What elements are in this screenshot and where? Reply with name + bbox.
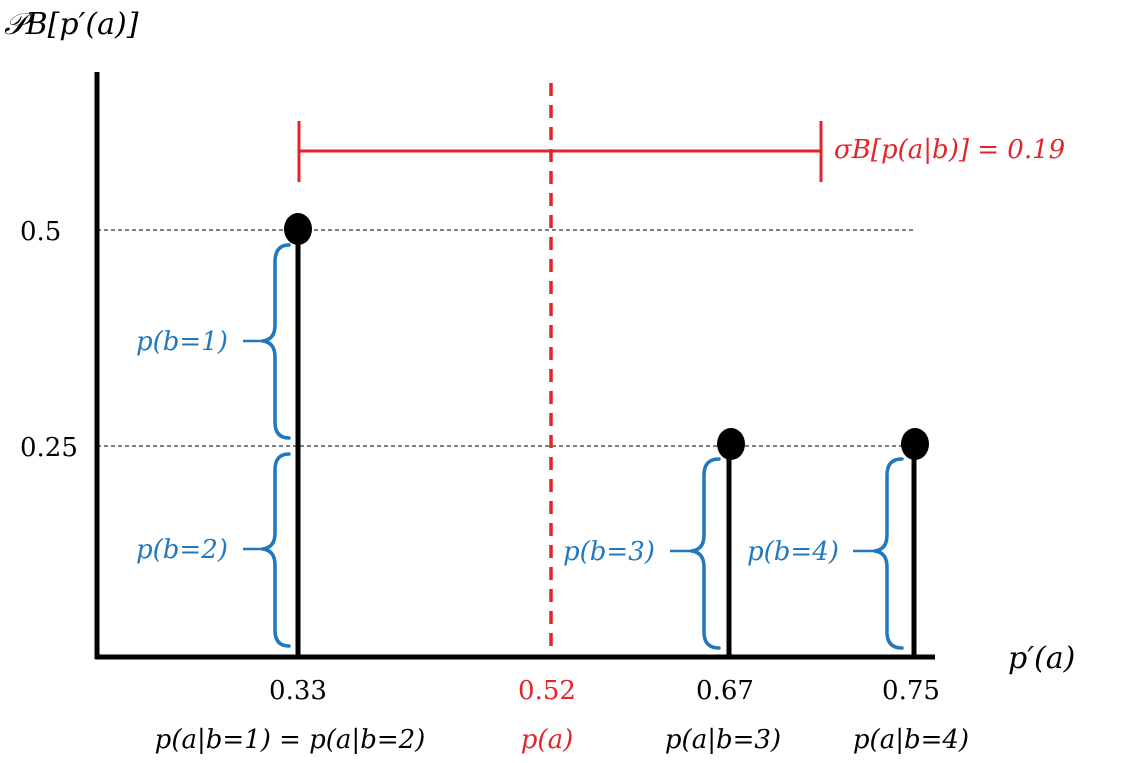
x-point-label: p(a|b=4)	[853, 725, 969, 755]
x-tick-label: 0.33	[269, 676, 327, 706]
x-tick-label: 0.67	[696, 676, 754, 706]
x-point-label: p(a|b=3)	[665, 725, 781, 755]
x-point-label: p(a|b=1) = p(a|b=2)	[155, 725, 426, 755]
point-0-33	[284, 213, 312, 245]
x-point-label-mean: p(a)	[521, 725, 573, 755]
brace-b4	[873, 457, 904, 650]
x-tick-label: 0.75	[882, 676, 940, 706]
y-axis-title: 𝒫B[p′(a)]	[4, 7, 139, 42]
std-annotation: σB[p(a|b)] = 0.19	[834, 135, 1065, 165]
std-bracket	[297, 121, 823, 182]
x-axis-title: p′(a)	[1008, 641, 1075, 676]
brace-b3	[690, 457, 721, 650]
brace-label-b1: p(b=1)	[136, 327, 228, 357]
brace-label-b4: p(b=4)	[747, 537, 839, 567]
y-tick-label: 0.5	[20, 217, 61, 247]
brace-label-b3: p(b=3)	[563, 537, 655, 567]
brace-b2	[261, 452, 291, 648]
x-tick-label-mean: 0.52	[518, 676, 576, 706]
y-tick-label: 0.25	[20, 433, 78, 463]
point-0-67	[717, 428, 745, 460]
brace-b1	[261, 243, 291, 440]
point-0-75	[901, 428, 929, 460]
brace-label-b2: p(b=2)	[136, 535, 228, 565]
